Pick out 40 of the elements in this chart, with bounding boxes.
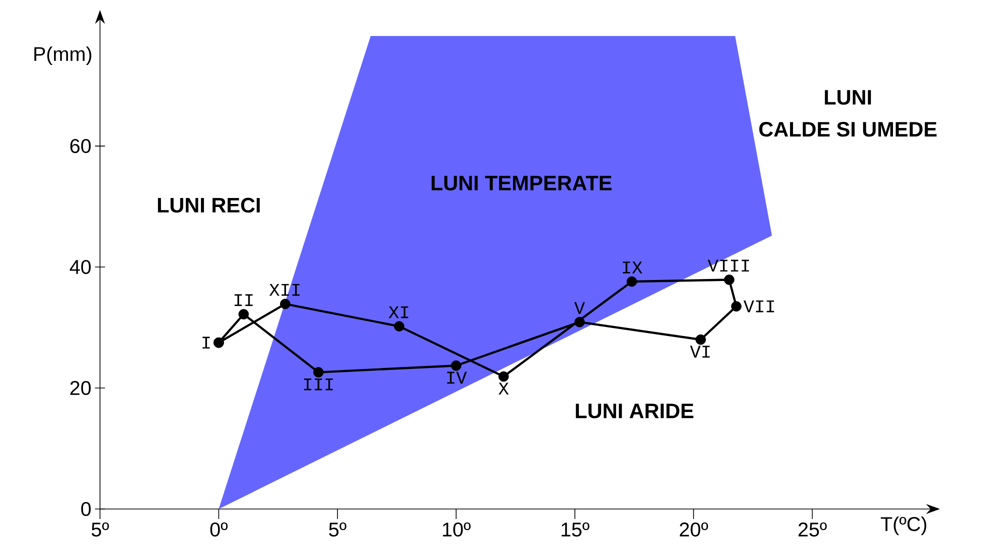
annotation: LUNI ARIDE <box>576 404 694 418</box>
annotation: XI <box>388 306 408 318</box>
point <box>498 371 509 382</box>
annotation: III <box>304 378 333 390</box>
y-tick-label: 40 <box>70 260 91 274</box>
x-tick-label: 5º <box>92 522 109 537</box>
annotation: VI <box>690 346 710 358</box>
point <box>394 321 404 332</box>
annotation: X <box>498 382 509 395</box>
x-tick-label: 25º <box>798 522 827 537</box>
x-tick-label: 0º <box>210 522 228 537</box>
x-tick-label: 5º <box>329 522 346 537</box>
annotation: VIII <box>708 260 749 272</box>
point <box>574 316 585 328</box>
y-tick-label: 60 <box>70 138 91 154</box>
point <box>696 334 706 345</box>
point <box>280 298 290 310</box>
y-tick-label: 20 <box>70 380 91 396</box>
annotation: VII <box>744 300 774 312</box>
x-tick-label: 15º <box>562 522 590 537</box>
x-tick-label: 20º <box>680 522 708 537</box>
annotation: I <box>202 336 210 349</box>
annotation: II <box>234 294 253 306</box>
point <box>724 274 734 285</box>
x-tick-label: 10º <box>442 522 471 537</box>
point <box>238 309 249 320</box>
point <box>731 301 742 312</box>
point <box>626 276 638 287</box>
point <box>450 360 462 371</box>
annotation: LUNI TEMPERATE <box>432 176 612 190</box>
y-tick-label: 0 <box>81 502 91 516</box>
annotation: LUNI RECI <box>158 198 260 213</box>
annotation: CALDE SI UMEDE <box>759 122 937 137</box>
x-axis-title: T(ºC) <box>880 516 926 536</box>
annotation: V <box>574 302 585 314</box>
annotation: IV <box>447 372 467 384</box>
annotation: IX <box>622 262 642 274</box>
annotation: LUNI <box>824 90 871 105</box>
point <box>313 367 324 378</box>
y-axis-title: P(mm) <box>34 46 92 66</box>
